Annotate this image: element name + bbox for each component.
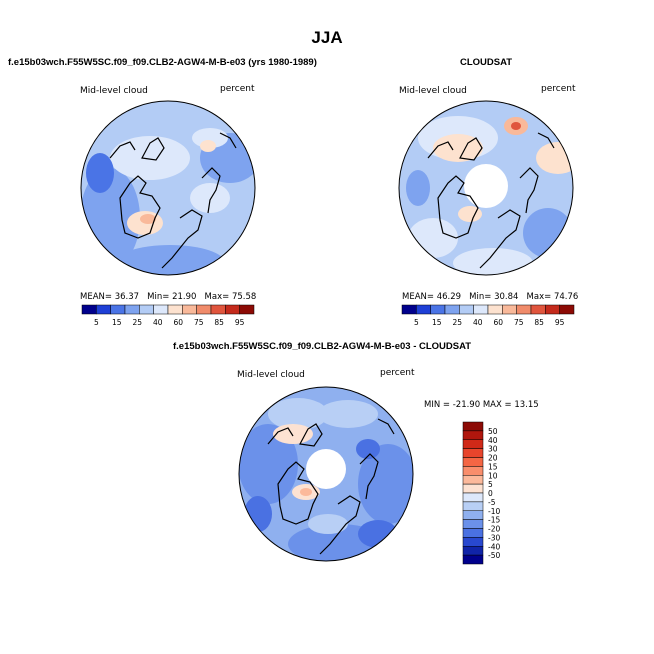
colorbar-swatch [462, 510, 484, 520]
colorbar-label: 5 [488, 480, 493, 489]
colorbar-swatch [462, 537, 484, 547]
colorbar-label: 40 [153, 318, 163, 327]
colorbar-label: -10 [488, 507, 500, 516]
colorbar-swatch [462, 457, 484, 467]
colorbar-swatch [153, 304, 169, 315]
colorbar-label: 50 [488, 427, 498, 436]
colorbar-label: -15 [488, 516, 500, 525]
panel-3-units: percent [380, 368, 415, 378]
colorbar-swatch [462, 492, 484, 503]
panel-2-polar-map [398, 100, 574, 276]
colorbar-swatch [182, 304, 197, 315]
colorbar-label: 95 [235, 318, 245, 327]
colorbar-swatch [416, 304, 431, 315]
colorbar-label: 15 [432, 318, 442, 327]
colorbar-swatch [462, 439, 484, 449]
colorbar-swatch [545, 304, 560, 315]
colorbar-swatch [487, 304, 503, 315]
colorbar-label: 0 [488, 489, 493, 498]
colorbar-swatch [462, 421, 484, 432]
colorbar-swatch [516, 304, 532, 315]
panel-1-stats: MEAN= 36.37 Min= 21.90 Max= 75.58 [80, 292, 257, 302]
colorbar-swatch [473, 304, 489, 315]
colorbar-swatch [110, 304, 126, 315]
colorbar-swatch [462, 448, 484, 458]
colorbar-swatch [502, 304, 517, 315]
colorbar-swatch [167, 304, 183, 315]
colorbar-label: -20 [488, 525, 500, 534]
colorbar-swatch [401, 304, 417, 315]
colorbar-label: 10 [488, 471, 498, 480]
panel-1-field-label: Mid-level cloud [80, 86, 148, 96]
colorbar-swatch [462, 466, 484, 476]
panel-3-minmax: MIN = -21.90 MAX = 13.15 [424, 400, 539, 410]
colorbar-label: 20 [488, 454, 498, 463]
colorbar-swatch [462, 475, 484, 485]
panel-1-polar-map [80, 100, 256, 276]
colorbar-label: 85 [214, 318, 224, 327]
panel-2-field-label: Mid-level cloud [399, 86, 467, 96]
panel-2-heading: CLOUDSAT [460, 57, 513, 68]
colorbar-label: -40 [488, 542, 500, 551]
panel-1-heading: f.e15b03wch.F55W5SC.f09_f09.CLB2-AGW4-M-… [8, 57, 317, 68]
colorbar-swatch [96, 304, 111, 315]
colorbar-label: 5 [94, 318, 99, 327]
colorbar-swatch [444, 304, 460, 315]
plot-title: JJA [311, 28, 343, 47]
panel-2-units: percent [541, 84, 576, 94]
colorbar-swatch [239, 304, 255, 315]
colorbar-swatch [462, 528, 484, 538]
panel-3-polar-map [238, 386, 414, 562]
colorbar-label: 75 [194, 318, 204, 327]
panel-1-units: percent [220, 84, 255, 94]
colorbar-label: 5 [414, 318, 419, 327]
colorbar-label: 40 [488, 436, 498, 445]
colorbar-label: 15 [488, 462, 498, 471]
colorbar-swatch [462, 519, 484, 529]
colorbar-label: 25 [453, 318, 463, 327]
colorbar-label: 75 [514, 318, 524, 327]
colorbar-label: 25 [133, 318, 143, 327]
colorbar-label: 95 [555, 318, 565, 327]
colorbar-swatch [81, 304, 97, 315]
panel-2-stats: MEAN= 46.29 Min= 30.84 Max= 74.76 [402, 292, 579, 302]
colorbar-swatch [462, 430, 484, 440]
colorbar-swatch [559, 304, 575, 315]
colorbar-swatch [124, 304, 140, 315]
panel-2-colorbar: 5 15 25 40 60 75 85 95 [401, 304, 575, 327]
colorbar-label: 40 [473, 318, 483, 327]
colorbar-swatch [462, 546, 484, 556]
colorbar-swatch [462, 483, 484, 494]
colorbar-swatch [459, 304, 474, 315]
colorbar-swatch [210, 304, 226, 315]
colorbar-label: -5 [488, 498, 496, 507]
colorbar-swatch [225, 304, 240, 315]
panel-2-polar-hole [464, 164, 508, 208]
colorbar-swatch [196, 304, 212, 315]
colorbar-swatch [430, 304, 446, 315]
colorbar-swatch [462, 554, 484, 565]
colorbar-label: 60 [173, 318, 183, 327]
colorbar-swatch [462, 501, 484, 511]
panel-3-field-label: Mid-level cloud [237, 370, 305, 380]
colorbar-label: 30 [488, 445, 498, 454]
panel-1-colorbar: 5 15 25 40 60 75 85 95 [81, 304, 255, 327]
colorbar-label: 60 [493, 318, 503, 327]
colorbar-label: -30 [488, 533, 500, 542]
colorbar-swatch [139, 304, 154, 315]
colorbar-swatch [530, 304, 546, 315]
colorbar-label: -50 [488, 551, 500, 560]
colorbar-label: 15 [112, 318, 122, 327]
panel-3-heading: f.e15b03wch.F55W5SC.f09_f09.CLB2-AGW4-M-… [173, 341, 472, 352]
colorbar-label: 85 [534, 318, 544, 327]
panel-3-polar-hole [306, 449, 346, 489]
